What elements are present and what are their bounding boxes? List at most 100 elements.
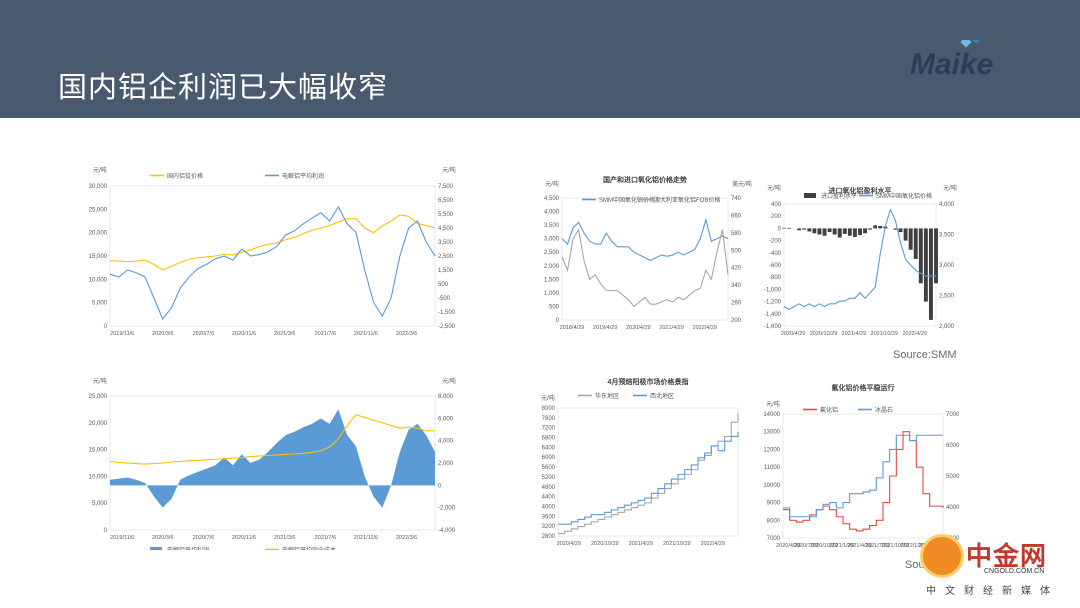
y-left-tick: -800 xyxy=(769,275,782,281)
y-left-tick: 400 xyxy=(771,202,782,208)
profit-bar xyxy=(797,228,802,231)
plot-frame xyxy=(783,203,937,327)
y-left-tick: 3200 xyxy=(542,524,556,530)
watermark-main: 中金网 xyxy=(966,542,1048,572)
y-left-tick: 7000 xyxy=(767,536,781,542)
series-line-0 xyxy=(109,214,436,271)
y-left-tick: 2,500 xyxy=(544,250,560,256)
series-line-1 xyxy=(558,431,739,525)
profit-bar xyxy=(787,228,792,230)
y-right-tick: 340 xyxy=(731,283,742,289)
y-left-tick: 1,500 xyxy=(544,277,560,283)
legend-label: 国内铝锭价格 xyxy=(167,172,203,180)
plot-frame xyxy=(782,413,944,539)
x-tick: 2019/11/6 xyxy=(110,331,134,337)
profit-bar xyxy=(852,228,857,237)
x-tick: 2021/3/6 xyxy=(274,535,295,541)
y-right-tick: 2,500 xyxy=(438,254,454,260)
y-left-tick: 4400 xyxy=(542,495,556,501)
x-tick: 2020/7/6 xyxy=(193,535,214,541)
profit-bar xyxy=(873,225,878,229)
profit-bar xyxy=(827,228,832,233)
legend-label: SMM中国氧化铝价格 xyxy=(876,192,932,200)
series-line-1 xyxy=(561,228,729,308)
y-left-tick: -200 xyxy=(769,239,782,245)
left-axis-unit: 元/吨 xyxy=(766,400,780,408)
y-left-tick: 13000 xyxy=(763,430,780,436)
x-tick: 2021/4/29 xyxy=(842,331,866,337)
x-tick: 2020/3/6 xyxy=(152,535,173,541)
y-left-tick: -1,200 xyxy=(764,300,782,306)
legend-label: 澳大利亚氧化铝FOB价格 xyxy=(654,196,720,204)
y-left-tick: 7200 xyxy=(542,426,556,432)
profit-area xyxy=(110,409,435,508)
chart-import-alumina-profit: 进口氧化铝盈利水平 元/吨 元/吨 400 200 0 -200 -400 -600 -800 -1… xyxy=(760,182,970,338)
profit-bar xyxy=(934,228,938,284)
y-left-tick: 14000 xyxy=(763,412,780,418)
y-right-tick: 500 xyxy=(731,248,742,254)
x-tick: 2020/11/6 xyxy=(232,331,256,337)
y-left-tick: 12000 xyxy=(763,447,780,453)
profit-bar xyxy=(868,228,873,230)
y-right-tick: 260 xyxy=(731,301,742,307)
y-right-tick: 1,500 xyxy=(438,268,454,274)
x-tick: 2020/7/29 xyxy=(794,543,818,549)
plot-frame xyxy=(561,197,729,321)
source-label-partial: Sou xyxy=(905,559,925,571)
chart-profit-cost: 元/吨 元/吨 25,000 20,000 15,000 10,000 5,000 0 8,00… xyxy=(80,372,470,550)
y-left-tick: 5,000 xyxy=(92,501,108,507)
series-line-0 xyxy=(783,431,944,532)
y-left-tick: 8000 xyxy=(767,518,781,524)
y-right-tick: 6000 xyxy=(946,443,960,449)
y-right-tick: 2,000 xyxy=(939,324,955,330)
x-tick: 2021/11/6 xyxy=(354,331,378,337)
x-tick: 2022/3/6 xyxy=(396,535,417,541)
x-tick: 2020/4/29 xyxy=(781,331,805,337)
profit-bar xyxy=(842,228,847,234)
series-line-1 xyxy=(783,434,943,518)
right-axis-unit: 元/吨 xyxy=(442,377,456,385)
right-axis-unit: 元/吨 xyxy=(442,166,456,174)
series-line-0 xyxy=(561,217,729,261)
y-right-tick: 6,500 xyxy=(438,198,454,204)
maike-logo: Maike xyxy=(910,40,993,80)
y-right-tick: 420 xyxy=(731,266,742,272)
y-left-tick: 10000 xyxy=(763,483,780,489)
left-axis-unit: 元/吨 xyxy=(767,184,781,192)
y-left-tick: 9000 xyxy=(767,501,781,507)
series-line-0 xyxy=(558,412,739,535)
chart-title: 进口氧化铝盈利水平 xyxy=(829,186,892,195)
x-tick: 2020/3/6 xyxy=(152,331,173,337)
y-left-tick: -400 xyxy=(769,251,782,257)
x-tick: 2021/10/29 xyxy=(871,331,899,337)
y-right-tick: 0 xyxy=(438,483,442,489)
profit-bar xyxy=(847,228,852,236)
y-left-tick: -1,400 xyxy=(764,312,782,318)
profit-bar xyxy=(802,228,807,230)
x-tick: 2022/4/29 xyxy=(693,325,717,331)
y-left-tick: 6400 xyxy=(542,445,556,451)
y-right-tick: 580 xyxy=(731,231,742,237)
legend-label: 电解铝平均利润 xyxy=(282,172,324,180)
y-left-tick: 10,000 xyxy=(89,277,108,283)
profit-bar xyxy=(837,228,842,238)
legend-label: SMM中国氧化铝价格 xyxy=(599,196,655,204)
y-left-tick: 11000 xyxy=(764,465,781,471)
y-left-tick: 0 xyxy=(556,318,560,324)
cngold-logo-icon xyxy=(920,534,964,578)
profit-bar xyxy=(898,228,903,233)
chart-title: 国产和进口氧化铝价格走势 xyxy=(603,175,687,184)
x-tick: 2021/7/6 xyxy=(315,331,336,337)
legend-label: 进口盈利水平 xyxy=(821,192,857,200)
profit-bar xyxy=(863,228,868,234)
watermark-sub: 中文财经新媒体 xyxy=(926,586,1059,597)
y-left-tick: -1,000 xyxy=(764,287,782,293)
y-left-tick: 0 xyxy=(104,324,108,330)
x-tick: 2020/4/29 xyxy=(557,541,581,547)
y-right-tick: 8,000 xyxy=(438,394,454,400)
series-line-1 xyxy=(109,414,435,465)
profit-bar xyxy=(807,228,812,232)
y-left-tick: 8000 xyxy=(542,406,556,412)
x-tick: 2022/3/6 xyxy=(396,331,417,337)
y-right-tick: 7,500 xyxy=(438,184,454,190)
